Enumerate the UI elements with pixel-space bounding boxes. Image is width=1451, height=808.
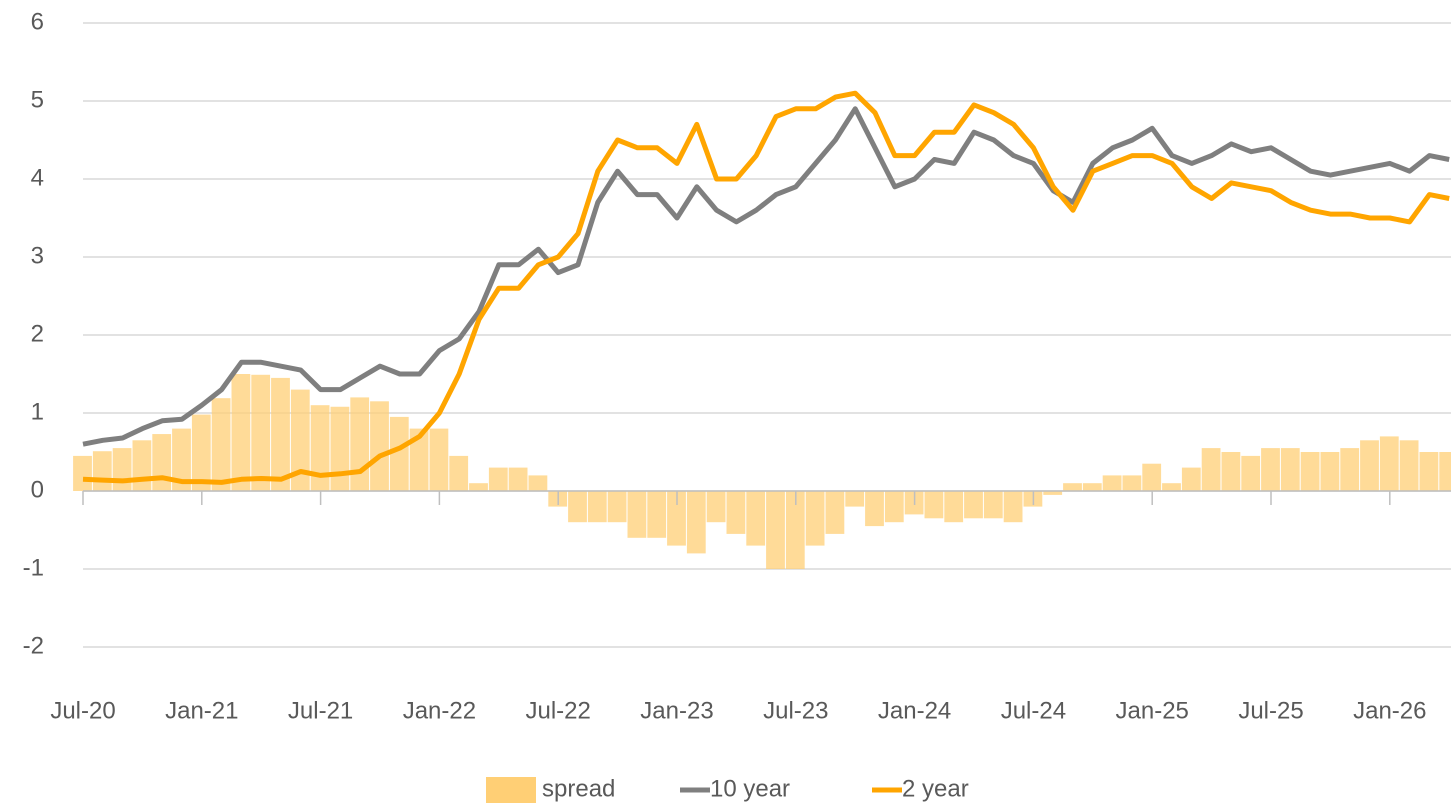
y-tick-label: -1 <box>23 554 44 581</box>
y-tick-label: 6 <box>31 8 44 35</box>
spread-bar <box>805 491 825 546</box>
x-tick-label: Jul-25 <box>1238 697 1303 724</box>
x-tick-label: Jul-21 <box>288 697 353 724</box>
line-1 <box>82 106 1450 447</box>
spread-bar <box>231 374 251 491</box>
spread-bar <box>964 491 983 519</box>
spread-bar <box>1379 436 1399 491</box>
spread-bar <box>1340 448 1360 491</box>
legend-label: spread <box>542 775 615 802</box>
spread-bar <box>686 491 706 554</box>
spread-bar <box>488 467 508 491</box>
x-tick-label: Jan-23 <box>640 697 713 724</box>
spread-bar <box>310 405 330 491</box>
x-tick-label: Jan-25 <box>1116 697 1189 724</box>
spread-bar <box>647 491 667 538</box>
spread-bar <box>944 491 964 523</box>
x-tick-label: Jan-21 <box>165 697 238 724</box>
spread-bar <box>1102 475 1122 491</box>
y-tick-label: 4 <box>31 164 44 191</box>
y-tick-label: 5 <box>31 86 44 113</box>
x-tick-label: Jan-26 <box>1353 697 1426 724</box>
spread-bar <box>92 451 112 491</box>
y-tick-label: 2 <box>31 320 44 347</box>
spread-bar <box>785 491 805 569</box>
spread-bar <box>1201 448 1221 491</box>
spread-bar <box>389 416 409 491</box>
spread-bar <box>1063 483 1082 491</box>
y-tick-label: 0 <box>31 476 44 503</box>
spread-bar <box>350 397 370 491</box>
y-tick-label: 3 <box>31 242 44 269</box>
spread-bar <box>1360 440 1379 491</box>
spread-bar <box>73 455 92 491</box>
spread-bar <box>865 491 884 527</box>
spread-bar <box>924 491 944 519</box>
spread-bar <box>1122 475 1142 491</box>
legend-label: 10 year <box>710 775 790 802</box>
spread-bar <box>1221 452 1241 491</box>
spread-bar <box>627 491 647 538</box>
y-tick-label: -2 <box>23 632 44 659</box>
x-tick-label: Jan-24 <box>878 697 951 724</box>
spread-bar <box>1181 467 1201 491</box>
x-tick-label: Jan-22 <box>403 697 476 724</box>
spread-bar <box>746 491 766 546</box>
spread-bar <box>409 428 429 491</box>
line-2 <box>82 90 1450 485</box>
spread-bar <box>1419 452 1439 491</box>
spread-bar <box>528 475 548 491</box>
spread-bar <box>1261 448 1280 491</box>
spread-bar <box>449 455 469 491</box>
spread-bar <box>1439 452 1451 491</box>
y-tick-label: 1 <box>31 398 44 425</box>
legend-label: 2 year <box>902 775 969 802</box>
spread-bar <box>1320 452 1340 491</box>
spread-bar <box>1142 463 1162 491</box>
spread-bar <box>1082 483 1102 491</box>
spread-bar <box>884 491 904 523</box>
x-tick-label: Jul-24 <box>1001 697 1066 724</box>
spread-bar <box>587 491 607 523</box>
spread-bar <box>1280 448 1300 491</box>
spread-bar <box>825 491 845 534</box>
spread-bar <box>330 406 350 491</box>
x-tick-label: Jul-20 <box>50 697 115 724</box>
spread-bar <box>172 428 191 491</box>
spread-bar <box>766 491 785 569</box>
spread-bar <box>429 428 449 491</box>
spread-bar <box>726 491 746 534</box>
spread-bar <box>508 467 528 491</box>
spread-bar <box>271 377 290 491</box>
spread-bar <box>1162 483 1181 491</box>
spread-bar <box>211 398 231 491</box>
spread-bar <box>112 448 132 491</box>
spread-bar <box>370 401 389 491</box>
spread-bar <box>1300 452 1320 491</box>
spread-bar <box>1241 455 1261 491</box>
spread-bar <box>983 491 1003 519</box>
legend-swatch <box>486 777 536 803</box>
spread-bar <box>1003 491 1023 523</box>
spread-bar <box>1043 491 1063 495</box>
spread-bar <box>469 483 488 491</box>
spread-bar <box>251 374 271 491</box>
spread-bar <box>152 434 172 491</box>
spread-bar <box>568 491 587 523</box>
spread-bar <box>290 389 310 491</box>
x-tick-label: Jul-23 <box>763 697 828 724</box>
spread-bar <box>607 491 627 523</box>
spread-bar <box>191 414 211 491</box>
spread-bar <box>132 440 152 491</box>
x-tick-label: Jul-22 <box>526 697 591 724</box>
spread-bar <box>667 491 686 546</box>
spread-bar <box>1399 440 1419 491</box>
spread-bar <box>845 491 865 507</box>
spread-bar <box>706 491 726 523</box>
